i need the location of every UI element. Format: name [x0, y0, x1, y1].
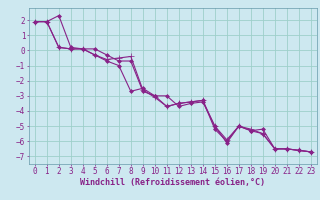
X-axis label: Windchill (Refroidissement éolien,°C): Windchill (Refroidissement éolien,°C) [80, 178, 265, 187]
